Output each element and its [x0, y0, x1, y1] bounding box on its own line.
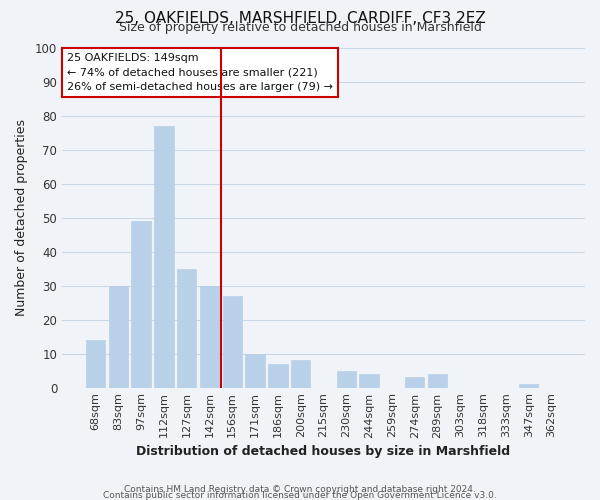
Bar	[154, 126, 173, 388]
Y-axis label: Number of detached properties: Number of detached properties	[15, 119, 28, 316]
Bar	[86, 340, 105, 388]
Bar	[519, 384, 538, 388]
Text: Size of property relative to detached houses in Marshfield: Size of property relative to detached ho…	[119, 22, 481, 35]
Bar	[337, 370, 356, 388]
Bar	[109, 286, 128, 388]
Bar	[291, 360, 310, 388]
Bar	[200, 286, 219, 388]
Text: Contains HM Land Registry data © Crown copyright and database right 2024.: Contains HM Land Registry data © Crown c…	[124, 484, 476, 494]
Bar	[428, 374, 447, 388]
Text: Contains public sector information licensed under the Open Government Licence v3: Contains public sector information licen…	[103, 490, 497, 500]
Text: 25 OAKFIELDS: 149sqm
← 74% of detached houses are smaller (221)
26% of semi-deta: 25 OAKFIELDS: 149sqm ← 74% of detached h…	[67, 52, 333, 92]
Bar	[131, 221, 151, 388]
Bar	[177, 268, 196, 388]
X-axis label: Distribution of detached houses by size in Marshfield: Distribution of detached houses by size …	[136, 444, 511, 458]
Text: 25, OAKFIELDS, MARSHFIELD, CARDIFF, CF3 2EZ: 25, OAKFIELDS, MARSHFIELD, CARDIFF, CF3 …	[115, 11, 485, 26]
Bar	[223, 296, 242, 388]
Bar	[359, 374, 379, 388]
Bar	[245, 354, 265, 388]
Bar	[405, 378, 424, 388]
Bar	[268, 364, 287, 388]
